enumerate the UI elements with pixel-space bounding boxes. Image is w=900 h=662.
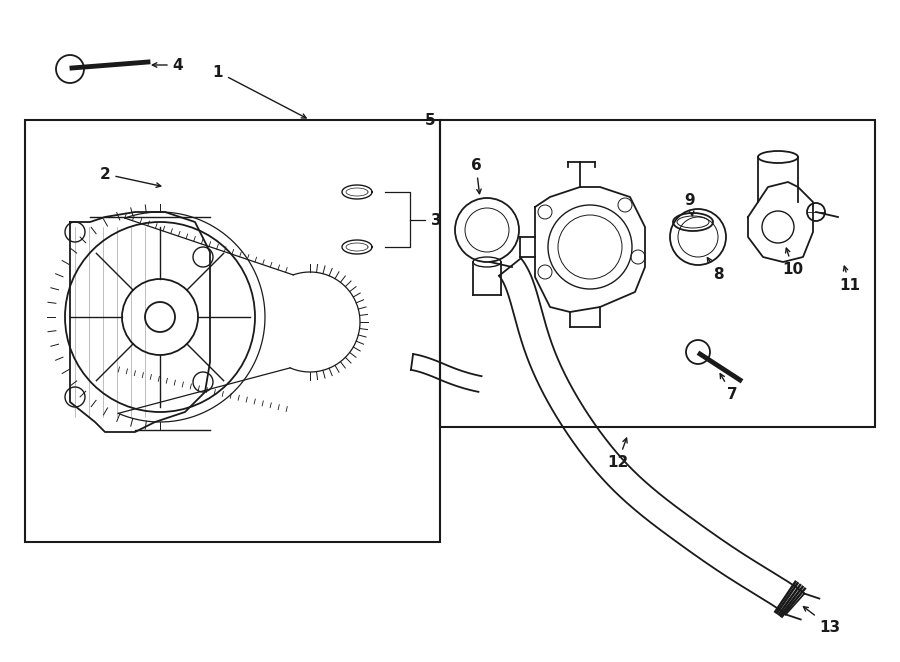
Text: 9: 9 (685, 193, 696, 216)
Text: 12: 12 (608, 438, 628, 469)
Text: 3: 3 (431, 213, 441, 228)
Text: 5: 5 (425, 113, 436, 128)
Text: 11: 11 (840, 266, 860, 293)
Text: 7: 7 (720, 374, 737, 401)
Text: 10: 10 (782, 248, 804, 277)
Text: 4: 4 (152, 58, 184, 73)
Text: 2: 2 (100, 167, 161, 187)
Text: 13: 13 (804, 606, 841, 634)
Bar (25, 120, 440, 542)
Text: 6: 6 (471, 158, 482, 194)
Text: 8: 8 (707, 258, 724, 281)
Text: 1: 1 (212, 64, 306, 118)
Bar (440, 120, 875, 427)
